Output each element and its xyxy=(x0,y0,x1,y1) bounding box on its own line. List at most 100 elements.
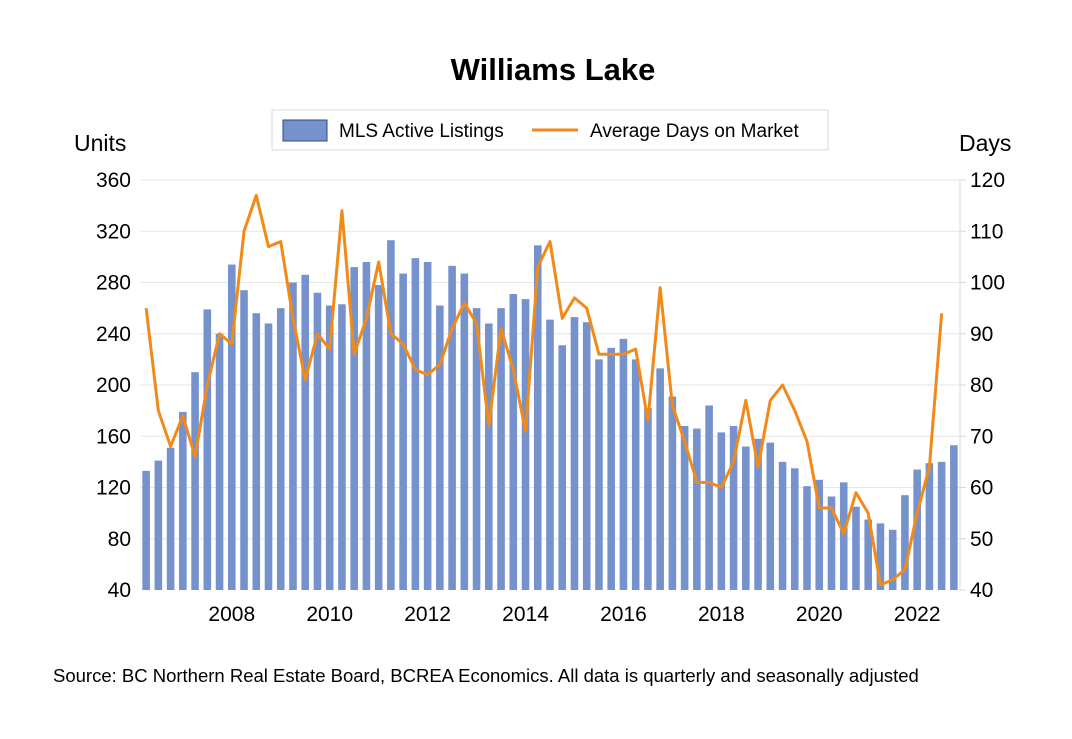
bar xyxy=(680,426,689,590)
line-series-average-days-on-market xyxy=(144,193,944,587)
bar xyxy=(546,319,554,590)
left-tick-label: 320 xyxy=(96,220,131,243)
x-tick-label: 2012 xyxy=(404,603,451,626)
bar xyxy=(252,313,261,590)
bar xyxy=(607,347,615,590)
x-axis-ticks: 2008 2010 2012 2014 2016 2018 2020 2022 xyxy=(208,603,940,626)
left-tick-label: 80 xyxy=(108,528,131,551)
legend: MLS Active Listings Average Days on Mark… xyxy=(271,109,829,151)
bar xyxy=(925,463,934,590)
bar xyxy=(631,359,640,590)
bar xyxy=(742,446,750,590)
right-tick-label: 60 xyxy=(970,477,993,500)
bar xyxy=(790,468,799,590)
x-tick-label: 2008 xyxy=(208,603,255,626)
bar xyxy=(374,285,383,590)
bar xyxy=(289,282,297,590)
bar xyxy=(754,438,762,590)
bar xyxy=(448,265,456,590)
bar xyxy=(509,294,518,590)
bar xyxy=(399,273,407,590)
left-tick-label: 280 xyxy=(96,272,131,295)
left-axis-label: Units xyxy=(74,130,126,156)
left-tick-label: 40 xyxy=(108,579,131,602)
left-tick-label: 240 xyxy=(96,323,131,346)
bar xyxy=(533,245,542,590)
bar xyxy=(570,317,579,590)
bar xyxy=(950,445,958,590)
legend-bar-swatch xyxy=(282,119,328,142)
legend-label-days: Average Days on Market xyxy=(590,121,799,142)
bar xyxy=(142,470,150,590)
bar xyxy=(864,519,873,590)
x-tick-label: 2018 xyxy=(698,603,745,626)
bar xyxy=(411,258,420,590)
bar xyxy=(705,405,713,590)
bar xyxy=(472,308,481,590)
left-tick-label: 200 xyxy=(96,374,131,397)
bar xyxy=(436,305,444,590)
bar xyxy=(313,292,322,590)
left-tick-label: 360 xyxy=(96,169,131,192)
bar xyxy=(803,486,811,590)
bar xyxy=(276,308,285,590)
bar xyxy=(619,338,628,590)
source-note: Source: BC Northern Real Estate Board, B… xyxy=(53,665,919,686)
bar xyxy=(301,274,310,590)
bar xyxy=(387,240,395,590)
bar xyxy=(191,372,199,590)
bar xyxy=(497,308,505,590)
x-tick-label: 2020 xyxy=(796,603,843,626)
left-tick-label: 120 xyxy=(96,477,131,500)
bar xyxy=(729,426,738,590)
right-tick-label: 70 xyxy=(970,425,993,448)
bar xyxy=(215,333,224,590)
bar xyxy=(203,309,212,590)
bar xyxy=(582,322,591,590)
bar xyxy=(766,442,775,590)
right-tick-label: 100 xyxy=(970,272,1005,295)
legend-label-listings: MLS Active Listings xyxy=(339,121,504,142)
right-tick-label: 80 xyxy=(970,374,993,397)
chart-title: Williams Lake xyxy=(451,52,656,87)
bar xyxy=(852,506,860,590)
right-axis-label: Days xyxy=(959,130,1011,156)
x-tick-label: 2010 xyxy=(306,603,353,626)
bar xyxy=(338,304,346,590)
bar xyxy=(460,273,469,590)
x-tick-label: 2016 xyxy=(600,603,647,626)
bar xyxy=(668,396,677,590)
bar xyxy=(595,359,603,590)
left-axis-ticks: 40 80 120 160 200 240 280 320 360 xyxy=(96,169,131,602)
right-tick-label: 40 xyxy=(970,579,993,602)
bar xyxy=(827,496,836,590)
bar xyxy=(350,267,358,590)
bar xyxy=(240,290,248,590)
right-tick-label: 90 xyxy=(970,323,993,346)
bar xyxy=(778,461,787,590)
bar xyxy=(815,479,824,590)
bar xyxy=(876,523,885,590)
x-tick-label: 2014 xyxy=(502,603,549,626)
right-tick-label: 110 xyxy=(970,220,1003,243)
bar xyxy=(264,323,273,590)
bar xyxy=(325,305,334,590)
right-tick-label: 50 xyxy=(970,528,993,551)
left-tick-label: 160 xyxy=(96,425,131,448)
bar xyxy=(521,299,530,590)
right-tick-label: 120 xyxy=(970,169,1005,192)
bar xyxy=(558,345,567,590)
bar xyxy=(423,262,432,590)
bar xyxy=(693,428,701,590)
bar xyxy=(717,432,726,590)
x-tick-label: 2022 xyxy=(894,603,941,626)
bar xyxy=(154,460,163,590)
bar-series-mls-active-listings xyxy=(142,240,958,590)
right-axis: 40 50 60 70 80 90 100 110 120 xyxy=(959,169,1005,602)
bar xyxy=(227,264,236,590)
bar xyxy=(485,323,493,590)
bar xyxy=(656,368,664,590)
bar xyxy=(166,447,175,590)
bar xyxy=(839,482,848,590)
